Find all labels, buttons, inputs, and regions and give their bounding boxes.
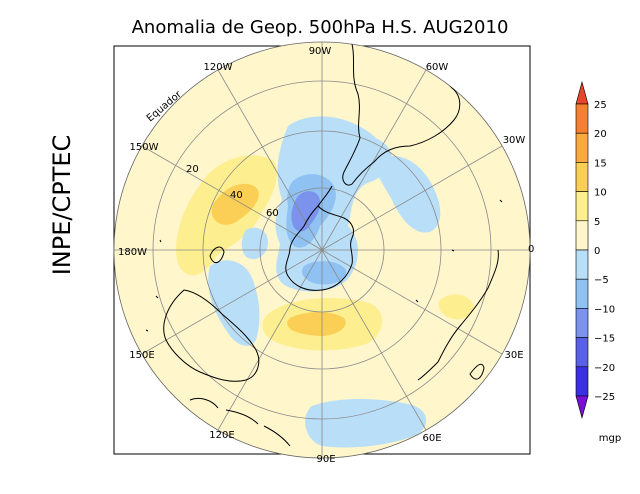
lon-label-60w: 60W: [426, 62, 449, 73]
colorbar-segment: [575, 220, 589, 251]
colorbar-segment: [575, 191, 589, 222]
colorbar-segment: [575, 366, 589, 397]
meridian-30w: [321, 145, 503, 251]
coastline-madagascar: [469, 363, 485, 380]
negative-anomaly-bottom: [305, 399, 427, 448]
meridians: [114, 42, 530, 458]
meridian-150w: [141, 145, 323, 251]
coastlines: [145, 43, 503, 447]
coastline-antarctica: [285, 205, 355, 291]
meridian-60e: [321, 249, 427, 431]
lon-label-90e: 90E: [316, 454, 335, 465]
positive-anomaly-south-core: [287, 312, 346, 336]
meridian-150e: [141, 249, 323, 355]
colorbar-segment: [575, 103, 589, 134]
negative-anomaly-southwest: [208, 260, 260, 346]
colorbar-segment: [575, 132, 589, 163]
negative-anomaly-central-core: [291, 191, 321, 232]
lon-label-180w: 180W: [118, 247, 147, 258]
lon-label-120w: 120W: [204, 62, 233, 73]
colorbar-tick-label: −5: [594, 275, 609, 286]
meridian-60w: [321, 69, 427, 251]
coastline-australia: [163, 289, 260, 382]
coastline-indonesia: [189, 397, 291, 447]
colorbar-tick-label: −15: [594, 334, 615, 345]
colorbar-tick-label: 15: [594, 158, 607, 169]
coastline-africa: [417, 249, 499, 381]
meridian-120w: [217, 69, 323, 251]
lat-label-20: 20: [186, 164, 199, 175]
colorbar-segment: [575, 278, 589, 309]
lat-label-40: 40: [230, 190, 243, 201]
colorbar-unit: mgp: [599, 433, 621, 444]
lon-label-120e: 120E: [209, 430, 234, 441]
lon-label-30w: 30W: [503, 135, 526, 146]
colorbar-tick-label: 10: [594, 188, 607, 199]
colorbar-tick-label: −20: [594, 363, 615, 374]
colorbar-arrow-bottom: [575, 395, 589, 420]
lon-label-150e: 150E: [129, 350, 154, 361]
positive-anomaly-west-core: [211, 183, 259, 225]
colorbar-tick-label: 0: [594, 246, 600, 257]
meridian-120e: [217, 249, 323, 431]
colorbar-tick-label: 20: [594, 129, 607, 140]
positive-anomaly-northeast: [438, 294, 474, 320]
colorbar-segment: [575, 308, 589, 338]
coastline-antarctic-peninsula: [317, 185, 333, 207]
lon-label-0: 0: [528, 244, 534, 255]
colorbar-segment: [575, 162, 589, 192]
colorbar-segment: [575, 337, 589, 368]
colorbar-tick-label: 25: [594, 100, 607, 111]
colorbar-tick-label: −25: [594, 392, 615, 403]
negative-anomaly-central-low: [301, 261, 347, 285]
coastline-new-zealand: [209, 246, 225, 264]
lon-label-90w: 90W: [309, 46, 332, 57]
map-title: Anomalia de Geop. 500hPa H.S. AUG2010: [132, 17, 509, 38]
meridian-30e: [321, 249, 503, 355]
colorbar-tick-label: −10: [594, 304, 615, 315]
colorbar-segment: [575, 249, 589, 280]
side-label: INPE/CPTEC: [48, 135, 76, 276]
colorbar: 25 20 15 10 5 0 −5 −10 −15 −20 −25: [575, 80, 615, 420]
anomaly-field: [176, 116, 474, 448]
lon-label-150w: 150W: [130, 142, 159, 153]
lon-label-30e: 30E: [504, 350, 523, 361]
colorbar-tick-label: 5: [594, 217, 600, 228]
coastline-south-america: [342, 43, 461, 186]
lon-label-60e: 60E: [422, 433, 441, 444]
negative-anomaly-upper-right: [392, 192, 431, 227]
coastline-islands: [145, 199, 503, 332]
colorbar-arrow-top: [575, 80, 589, 105]
lat-label-60: 60: [266, 208, 279, 219]
